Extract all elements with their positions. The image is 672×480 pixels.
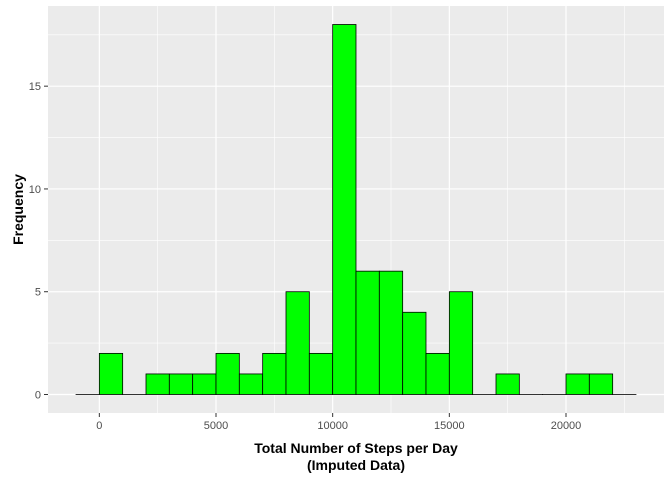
y-tick-label: 0 [35,390,41,402]
histogram-bar [262,352,287,395]
y-tick-label: 10 [29,184,41,196]
histogram-bar [378,270,404,395]
histogram-bar [168,373,194,395]
histogram-bar [98,352,124,395]
x-axis-title-line2: (Imputed Data) [307,457,405,473]
histogram-bar [192,373,217,395]
histogram-bar [285,291,310,395]
histogram-bar [215,352,240,395]
histogram-bar [448,291,474,395]
x-tick-label: 0 [96,420,102,432]
y-tick-label: 15 [29,81,41,93]
x-tick-label: 10000 [317,420,348,432]
x-axis-title: Total Number of Steps per Day [254,440,458,456]
histogram-bar [425,352,450,395]
histogram-bar [588,373,614,395]
x-tick-label: 20000 [551,420,582,432]
histogram-bar [565,373,590,395]
histogram-bar [495,373,520,395]
histogram-bar [332,24,357,395]
histogram-bar [355,270,380,395]
histogram-bar [402,311,427,395]
y-axis: 0 5 10 15 [29,81,48,402]
x-tick-label: 5000 [204,420,228,432]
histogram-bar [308,352,334,395]
histogram-bar [238,373,264,395]
y-tick-label: 5 [35,287,41,299]
x-axis: 0 5000 10000 15000 20000 [96,413,581,432]
x-tick-label: 15000 [434,420,465,432]
histogram-bar [145,373,170,395]
y-axis-title: Frequency [10,174,26,245]
bars [75,24,637,395]
